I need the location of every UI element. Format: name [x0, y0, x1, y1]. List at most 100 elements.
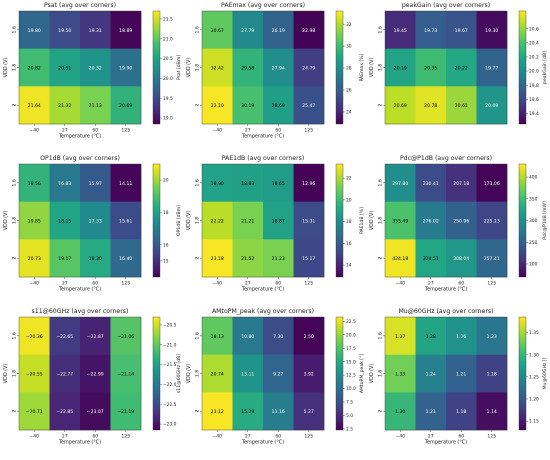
x-tick-label: 60 [458, 434, 464, 440]
heatmap-cell [415, 164, 447, 202]
cell-value-label: 276.02 [423, 219, 439, 225]
heatmap-cell [293, 239, 325, 278]
colorbar-tick-label: 7.5 [346, 400, 353, 406]
cell-value-label: 16.40 [119, 256, 132, 262]
heatmap-cell [476, 201, 508, 240]
cell-value-label: 18.87 [272, 219, 285, 225]
heatmap-cell [385, 317, 416, 355]
heatmap-panel: Psat (avg over corners) 19.80 19.50 19.31 18… [3, 2, 182, 140]
y-tick-label: 1.8 [378, 370, 384, 377]
heatmap-cell [80, 354, 111, 393]
heatmap-cell [476, 317, 508, 355]
heatmap-cell [232, 354, 264, 393]
x-tick-label: 125 [304, 128, 313, 134]
cell-value-label: 19.73 [424, 28, 437, 34]
cell-value-label: 1.23 [487, 334, 497, 340]
x-tick-label: 125 [121, 281, 130, 287]
colorbar-tick-label: −21.5 [163, 362, 177, 368]
colorbar-tick-label: 19.4 [529, 111, 539, 117]
heatmap-cell [446, 239, 477, 278]
heatmap-cell [49, 164, 81, 202]
heatmap-cell [446, 164, 477, 202]
cell-value-label: 20.69 [394, 103, 407, 109]
cell-value-label: 19.90 [119, 66, 132, 72]
heatmap-cell [415, 354, 447, 393]
x-tick-label: 27 [428, 281, 434, 287]
colorbar-tick-label: −20.5 [163, 323, 177, 329]
cell-value-label: −21.19 [117, 409, 134, 415]
cell-value-label: 15.17 [302, 256, 315, 262]
cell-value-label: 18.15 [58, 219, 71, 225]
colorbar [152, 316, 161, 431]
heatmap-cell [110, 164, 142, 202]
x-tick-label: 60 [275, 128, 281, 134]
y-tick-label: 2 [195, 104, 201, 107]
colorbar-tick-label: 1.25 [529, 374, 539, 380]
cell-value-label: 26.19 [272, 28, 285, 34]
colorbar-tick-label: 350 [529, 196, 538, 202]
heatmap-cell [263, 317, 294, 355]
colorbar-tick-label: 20 [163, 178, 169, 184]
chart-title: Psat (avg over corners) [44, 2, 116, 9]
colorbar [152, 10, 161, 125]
cell-value-label: 297.80 [392, 181, 408, 187]
y-tick-label: 1.8 [195, 217, 201, 224]
heatmap-cell [263, 48, 294, 87]
cell-value-label: −22.87 [87, 334, 104, 340]
cell-value-label: 23.12 [211, 409, 224, 415]
colorbar [335, 316, 344, 431]
cell-value-label: 21.23 [272, 256, 285, 262]
heatmap-cell [476, 48, 508, 87]
cell-value-label: 18.89 [119, 28, 132, 34]
heatmap-cell [446, 317, 477, 355]
cell-value-label: −22.99 [87, 372, 104, 378]
y-tick-label: 1.8 [12, 64, 18, 71]
heatmap-cell [110, 317, 142, 355]
chart-title: Pdc@P1dB (avg over corners) [400, 154, 492, 162]
x-tick-label: 27 [245, 128, 251, 134]
x-axis-label: Temperature (°C) [424, 440, 467, 446]
x-tick-label: −40 [29, 434, 39, 440]
cell-value-label: 33.10 [211, 103, 224, 109]
cell-value-label: 19.85 [28, 219, 41, 225]
colorbar-label: peakGain [dB] [542, 51, 548, 84]
colorbar-label: AMtoPM_peak [°] [359, 354, 365, 394]
heatmap-cell [110, 239, 142, 278]
y-tick-label: 1.6 [195, 26, 201, 33]
cell-value-label: 1.24 [426, 372, 436, 378]
heatmap-cell [232, 164, 264, 202]
cell-value-label: −23.07 [87, 409, 104, 415]
x-tick-label: −40 [212, 281, 222, 287]
heatmap-cell [80, 164, 111, 202]
heatmap-cell [263, 239, 294, 278]
cell-value-label: 20.22 [455, 66, 468, 72]
heatmap-panel: Pdc@P1dB (avg over corners) 297.80 230.41 2… [369, 154, 548, 293]
heatmap-cell [446, 201, 477, 240]
chart-title: OP1dB (avg over corners) [40, 155, 120, 162]
cell-value-label: 9.27 [273, 372, 283, 378]
y-axis-label: VDD (V) [369, 58, 375, 78]
heatmap-cell [49, 11, 81, 49]
colorbar-tick-label: 18 [163, 210, 169, 216]
y-axis-label: VDD (V) [3, 211, 9, 231]
heatmap-cell [49, 392, 81, 431]
y-tick-label: 1.8 [378, 217, 384, 224]
cell-value-label: 5.27 [304, 409, 314, 415]
heatmap-cell [232, 239, 264, 278]
y-axis-label: VDD (V) [3, 364, 9, 384]
heatmap-cell [446, 48, 477, 87]
cell-value-label: 2.50 [304, 334, 314, 340]
heatmap-cell [110, 201, 142, 240]
y-tick-label: 2 [378, 104, 384, 107]
heatmap-cell [80, 392, 111, 431]
cell-value-label: 29.58 [241, 66, 254, 72]
cell-value-label: 19.80 [28, 28, 41, 34]
cell-value-label: 19.45 [394, 28, 407, 34]
heatmap-cell [80, 201, 111, 240]
chart-title: PAE1dB (avg over corners) [222, 155, 305, 162]
y-axis-label: VDD (V) [186, 364, 192, 384]
y-axis-label: VDD (V) [369, 211, 375, 231]
cell-value-label: 28.69 [272, 103, 285, 109]
heatmap-cell [293, 317, 325, 355]
heatmap-cell [49, 239, 81, 278]
